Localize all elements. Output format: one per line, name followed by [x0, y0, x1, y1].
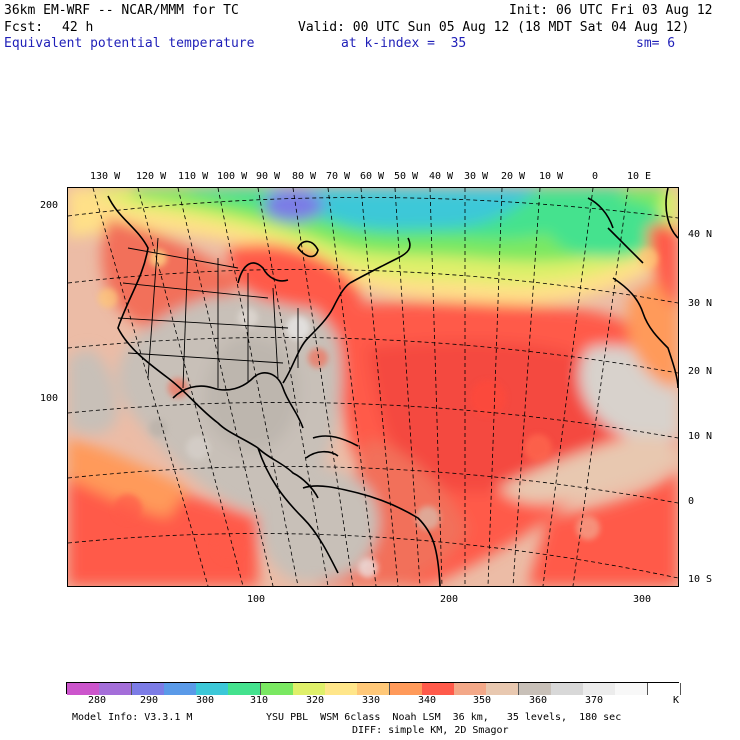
level-info: at k-index = 35 — [341, 36, 467, 51]
lon-label-10w: 10 W — [539, 171, 564, 182]
lon-label-10e: 10 E — [627, 171, 652, 182]
forecast-label: Fcst: — [4, 20, 44, 35]
lon-label-120w: 120 W — [136, 171, 167, 182]
valid-time: Valid: 00 UTC Sun 05 Aug 12 (18 MDT Sat … — [298, 20, 690, 35]
lon-label-110w: 110 W — [178, 171, 209, 182]
lon-label-90w: 90 W — [256, 171, 281, 182]
colorbar-label-310: 310 — [250, 695, 269, 706]
colorbar — [66, 682, 681, 695]
colorbar-swatch — [131, 683, 165, 695]
colorbar-swatch — [196, 683, 230, 695]
lon-label-20w: 20 W — [501, 171, 526, 182]
colorbar-swatch — [389, 683, 423, 695]
map-panel — [67, 187, 679, 587]
lon-label-50w: 50 W — [394, 171, 419, 182]
colorbar-swatch — [486, 683, 520, 695]
colorbar-swatch — [67, 683, 100, 695]
lat-label-20n: 20 N — [688, 366, 713, 377]
coastlines — [107, 188, 678, 586]
colorbar-label-370: 370 — [585, 695, 604, 706]
physics-info: YSU PBL WSM 6class Noah LSM 36 km, 35 le… — [266, 712, 622, 723]
colorbar-swatch — [583, 683, 617, 695]
lat-label-10s: 10 S — [688, 574, 713, 585]
colorbar-label-330: 330 — [362, 695, 381, 706]
colorbar-label-300: 300 — [196, 695, 215, 706]
colorbar-label-290: 290 — [140, 695, 159, 706]
colorbar-swatch — [325, 683, 359, 695]
lat-label-30n: 30 N — [688, 298, 713, 309]
lon-label-80w: 80 W — [292, 171, 317, 182]
field-name: Equivalent potential temperature — [4, 36, 255, 51]
model-info: Model Info: V3.3.1 M — [72, 712, 193, 723]
colorbar-label-320: 320 — [306, 695, 325, 706]
lat-label-40n: 40 N — [688, 229, 713, 240]
colorbar-swatch — [228, 683, 262, 695]
lon-label-60w: 60 W — [360, 171, 385, 182]
grid-label-y100: 100 — [40, 393, 59, 404]
colorbar-swatch — [550, 683, 584, 695]
grid-label-x100: 100 — [247, 594, 266, 605]
colorbar-swatch — [292, 683, 326, 695]
colorbar-swatch — [421, 683, 455, 695]
graticule — [68, 188, 678, 586]
colorbar-unit: K — [673, 695, 680, 706]
lon-label-70w: 70 W — [326, 171, 351, 182]
colorbar-label-280: 280 — [88, 695, 107, 706]
grid-label-x300: 300 — [633, 594, 652, 605]
colorbar-swatch — [454, 683, 488, 695]
lon-label-0: 0 — [592, 171, 599, 182]
grid-label-x200: 200 — [440, 594, 459, 605]
lon-label-100w: 100 W — [217, 171, 248, 182]
lon-label-130w: 130 W — [90, 171, 121, 182]
lon-label-30w: 30 W — [464, 171, 489, 182]
lat-label-0: 0 — [688, 496, 695, 507]
field-texture — [98, 248, 658, 578]
colorbar-swatch — [260, 683, 294, 695]
state-borders — [117, 237, 299, 389]
colorbar-label-360: 360 — [529, 695, 548, 706]
colorbar-label-350: 350 — [473, 695, 492, 706]
model-title: 36km EM-WRF -- NCAR/MMM for TC — [4, 3, 239, 18]
colorbar-swatch — [357, 683, 391, 695]
lon-label-40w: 40 W — [429, 171, 454, 182]
colorbar-swatch — [99, 683, 133, 695]
smoothing-info: sm= 6 — [636, 36, 676, 51]
theta-e-map — [68, 188, 678, 586]
colorbar-swatch — [647, 683, 681, 695]
lat-label-10n: 10 N — [688, 431, 713, 442]
forecast-hour: 42 h — [62, 20, 94, 35]
colorbar-swatch — [615, 683, 649, 695]
colorbar-label-340: 340 — [418, 695, 437, 706]
grid-label-y200: 200 — [40, 200, 59, 211]
colorbar-swatch — [163, 683, 197, 695]
diffusion-info: DIFF: simple KM, 2D Smagor — [352, 725, 509, 736]
colorbar-swatch — [518, 683, 552, 695]
init-time: Init: 06 UTC Fri 03 Aug 12 — [509, 3, 713, 18]
